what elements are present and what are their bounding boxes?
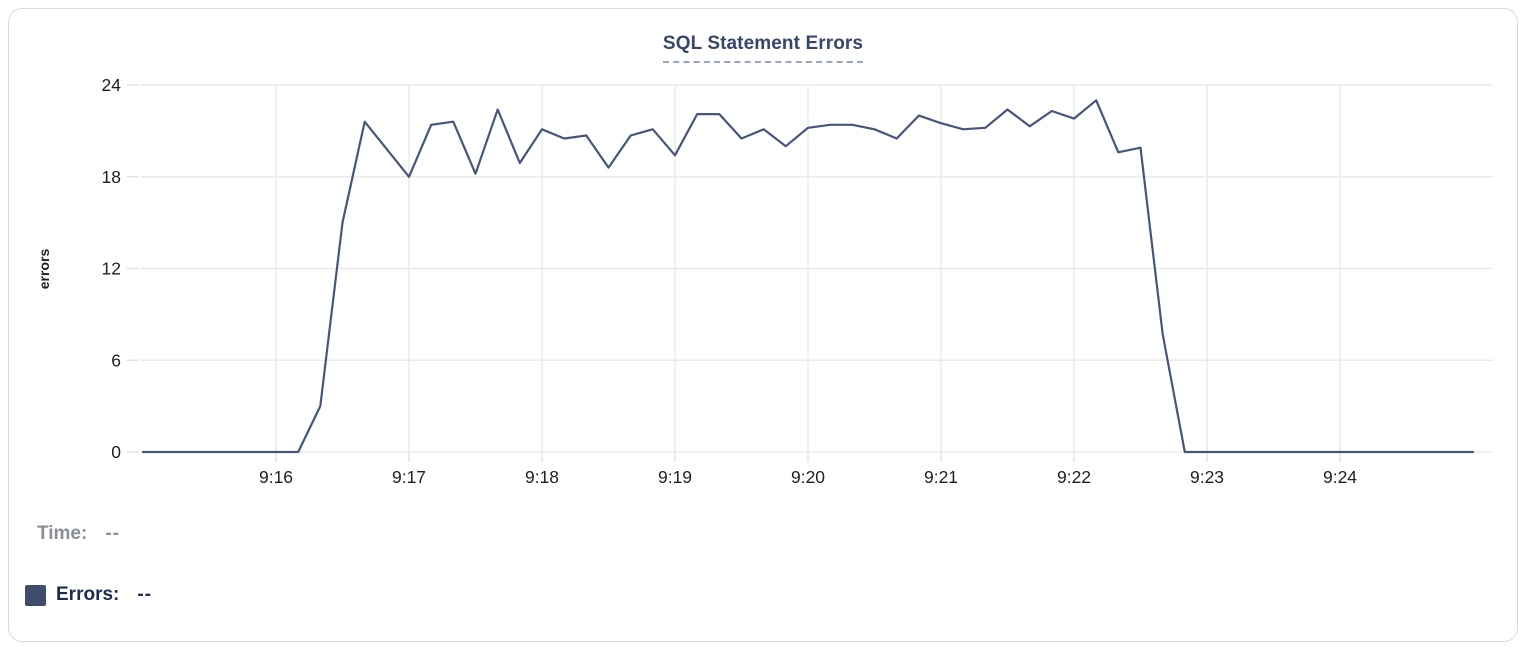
errors-label: Errors: (56, 584, 120, 605)
chart-card: SQL Statement Errors 0 6 12 18 24 9:16 9:17 9:1… (8, 8, 1518, 642)
errors-value: -- (137, 584, 153, 605)
y-tick-label: 6 (111, 350, 121, 370)
hover-readout-errors: Errors: -- (25, 584, 152, 606)
y-tick-label: 12 (102, 259, 121, 279)
x-tick-label: 9:17 (392, 467, 426, 487)
x-tick-label: 9:19 (658, 467, 692, 487)
x-tick-label: 9:18 (525, 467, 559, 487)
x-tick-label: 9:16 (259, 467, 293, 487)
y-axis-label: errors (36, 249, 52, 290)
y-tick-label: 0 (111, 442, 121, 462)
x-tick-label: 9:21 (924, 467, 958, 487)
hover-readout-time: Time: -- (37, 523, 120, 545)
errors-series-swatch (25, 584, 46, 606)
y-tick-label: 24 (102, 75, 122, 95)
x-tick-label: 9:24 (1323, 467, 1357, 487)
x-tick-label: 9:23 (1190, 467, 1224, 487)
chart-title[interactable]: SQL Statement Errors (662, 33, 864, 63)
chart-title-wrap: SQL Statement Errors (9, 33, 1517, 63)
x-tick-label: 9:22 (1057, 467, 1091, 487)
x-tick-label: 9:20 (791, 467, 825, 487)
y-tick-label: 18 (102, 167, 121, 187)
errors-line-chart[interactable]: 0 6 12 18 24 9:16 9:17 9:18 9:19 9:20 9:21 9:22 9:23… (9, 9, 1521, 515)
time-label: Time: (37, 523, 88, 544)
time-value: -- (105, 523, 120, 544)
errors-line (141, 99, 1475, 454)
